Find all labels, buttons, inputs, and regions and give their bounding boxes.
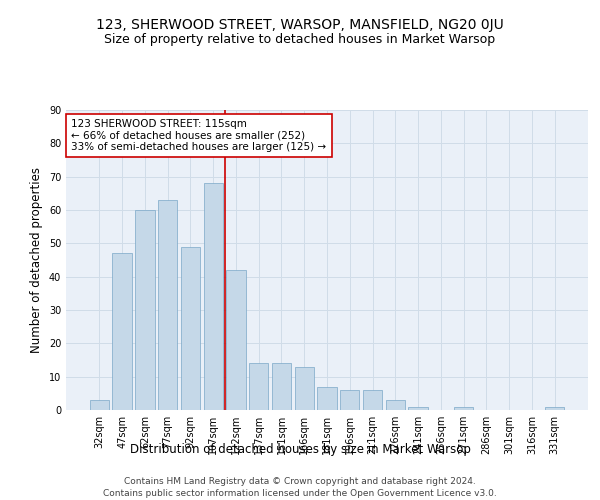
Bar bbox=[181, 246, 200, 410]
Bar bbox=[203, 184, 223, 410]
Text: 123, SHERWOOD STREET, WARSOP, MANSFIELD, NG20 0JU: 123, SHERWOOD STREET, WARSOP, MANSFIELD,… bbox=[96, 18, 504, 32]
Bar bbox=[135, 210, 155, 410]
Bar bbox=[158, 200, 178, 410]
Text: Contains public sector information licensed under the Open Government Licence v3: Contains public sector information licen… bbox=[103, 489, 497, 498]
Bar bbox=[363, 390, 382, 410]
Bar bbox=[226, 270, 245, 410]
Bar bbox=[249, 364, 268, 410]
Y-axis label: Number of detached properties: Number of detached properties bbox=[30, 167, 43, 353]
Bar bbox=[409, 406, 428, 410]
Text: Distribution of detached houses by size in Market Warsop: Distribution of detached houses by size … bbox=[130, 442, 470, 456]
Bar bbox=[112, 254, 132, 410]
Bar bbox=[340, 390, 359, 410]
Bar bbox=[295, 366, 314, 410]
Bar bbox=[386, 400, 405, 410]
Bar bbox=[272, 364, 291, 410]
Text: 123 SHERWOOD STREET: 115sqm
← 66% of detached houses are smaller (252)
33% of se: 123 SHERWOOD STREET: 115sqm ← 66% of det… bbox=[71, 119, 326, 152]
Bar bbox=[90, 400, 109, 410]
Bar bbox=[545, 406, 564, 410]
Text: Size of property relative to detached houses in Market Warsop: Size of property relative to detached ho… bbox=[104, 32, 496, 46]
Bar bbox=[317, 386, 337, 410]
Text: Contains HM Land Registry data © Crown copyright and database right 2024.: Contains HM Land Registry data © Crown c… bbox=[124, 478, 476, 486]
Bar bbox=[454, 406, 473, 410]
